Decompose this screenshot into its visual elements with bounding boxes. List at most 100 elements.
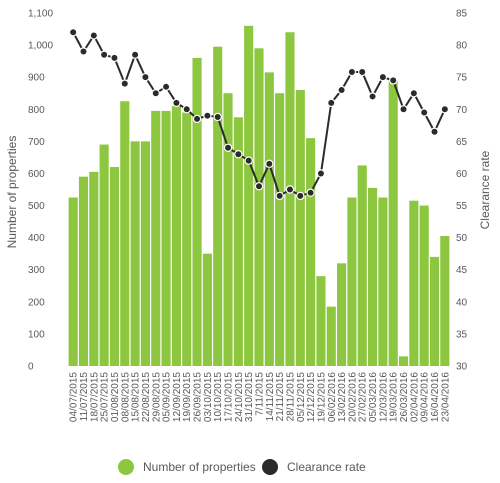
bar-12 (192, 57, 202, 367)
bar-16 (233, 117, 243, 366)
bar-17 (244, 25, 254, 367)
x-tick-label: 19/03/2016 (389, 372, 400, 422)
clearance-point-14 (213, 112, 222, 122)
x-tick-label: 03/10/2015 (203, 372, 214, 422)
bar-6 (130, 141, 140, 366)
x-tick-label: 09/04/2016 (420, 372, 431, 422)
bar-19 (264, 72, 274, 367)
bar-2 (89, 171, 99, 366)
x-tick-label: 25/07/2015 (100, 372, 111, 422)
x-tick-label: 04/07/2015 (69, 372, 80, 422)
bar-35 (429, 256, 440, 366)
x-tick-label: 20/02/2016 (347, 372, 358, 422)
clearance-point-4 (110, 53, 119, 63)
bar-20 (275, 93, 285, 366)
clearance-point-19 (265, 159, 274, 169)
clearance-point-1 (79, 47, 88, 56)
right-tick-label: 65 (456, 137, 468, 148)
clearance-point-25 (327, 98, 336, 108)
clearance-point-8 (151, 89, 160, 98)
left-tick-label: 1,000 (28, 41, 53, 52)
bar-29 (368, 187, 378, 366)
clearance-point-18 (254, 182, 264, 191)
bar-10 (171, 106, 181, 366)
right-axis-title: Clearance rate (478, 150, 492, 229)
clearance-point-26 (337, 85, 346, 95)
x-tick-label: 13/02/2016 (337, 372, 348, 422)
left-tick-label: 800 (28, 105, 45, 116)
clearance-point-9 (161, 82, 171, 92)
clearance-point-12 (192, 114, 202, 124)
clearance-point-30 (378, 72, 388, 82)
left-tick-label: 1,100 (28, 9, 53, 20)
x-tick-label: 05/09/2015 (162, 372, 173, 422)
left-tick-label: 700 (28, 137, 45, 148)
x-tick-label: 31/10/2015 (244, 372, 255, 422)
x-tick-label: 17/10/2015 (224, 372, 235, 422)
clearance-point-7 (141, 72, 150, 82)
x-tick-label: 06/02/2016 (327, 372, 338, 422)
clearance-point-33 (409, 89, 419, 98)
clearance-point-24 (316, 169, 326, 178)
clearance-point-6 (130, 50, 140, 59)
x-tick-label: 16/04/2016 (430, 372, 441, 422)
x-tick-label: 12/03/2016 (378, 372, 389, 422)
bar-4 (109, 167, 120, 366)
clearance-point-13 (203, 111, 212, 120)
right-tick-label: 40 (456, 297, 468, 308)
bar-26 (337, 263, 347, 366)
left-tick-label: 900 (28, 73, 45, 84)
clearance-point-23 (306, 188, 315, 197)
x-tick-label: 15/08/2015 (131, 372, 142, 422)
clearance-point-3 (99, 50, 109, 59)
x-tick-label: 10/10/2015 (213, 372, 224, 422)
right-tick-label: 70 (456, 105, 468, 116)
clearance-point-11 (182, 105, 191, 114)
x-tick-label: 26/03/2016 (399, 372, 410, 422)
legend-label-clearance: Clearance rate (287, 460, 366, 474)
left-axis-title: Number of properties (5, 136, 19, 249)
clearance-point-28 (358, 67, 367, 77)
x-tick-label: 05/12/2015 (296, 372, 307, 422)
bar-7 (140, 141, 150, 366)
x-tick-label: 14/11/2015 (265, 372, 276, 422)
bar-0 (68, 197, 78, 366)
left-tick-label: 0 (28, 362, 34, 373)
bar-13 (202, 253, 212, 366)
bar-21 (285, 32, 295, 366)
x-tick-label: 02/04/2016 (409, 372, 420, 422)
bar-27 (347, 197, 357, 366)
left-tick-label: 600 (28, 169, 45, 180)
clearance-point-20 (275, 191, 284, 201)
right-tick-label: 30 (456, 362, 468, 373)
left-tick-label: 100 (28, 329, 45, 340)
left-tick-label: 200 (28, 297, 45, 308)
right-tick-label: 85 (456, 9, 468, 20)
clearance-point-35 (430, 127, 439, 136)
x-tick-label: 27/02/2016 (358, 372, 369, 422)
bar-14 (213, 46, 223, 366)
clearance-point-31 (389, 76, 398, 85)
legend-marker-properties (118, 459, 134, 475)
right-tick-label: 35 (456, 329, 468, 340)
clearance-point-32 (399, 105, 408, 114)
bar-5 (120, 101, 130, 366)
bar-34 (419, 205, 429, 366)
x-tick-label: 22/08/2015 (141, 372, 152, 422)
x-tick-label: 08/08/2015 (120, 372, 131, 422)
x-tick-label: 01/08/2015 (110, 372, 121, 422)
x-tick-label: 24/10/2015 (234, 372, 245, 422)
clearance-point-16 (234, 149, 243, 159)
bar-28 (357, 165, 367, 366)
bar-3 (99, 144, 109, 366)
clearance-point-29 (368, 92, 377, 101)
clearance-point-15 (223, 143, 233, 152)
clearance-point-17 (244, 156, 253, 165)
bar-series (68, 25, 450, 367)
right-tick-label: 45 (456, 265, 468, 276)
clearance-point-5 (120, 79, 129, 88)
line-series (68, 28, 450, 201)
bar-32 (398, 356, 409, 366)
legend-marker-clearance (262, 459, 278, 475)
